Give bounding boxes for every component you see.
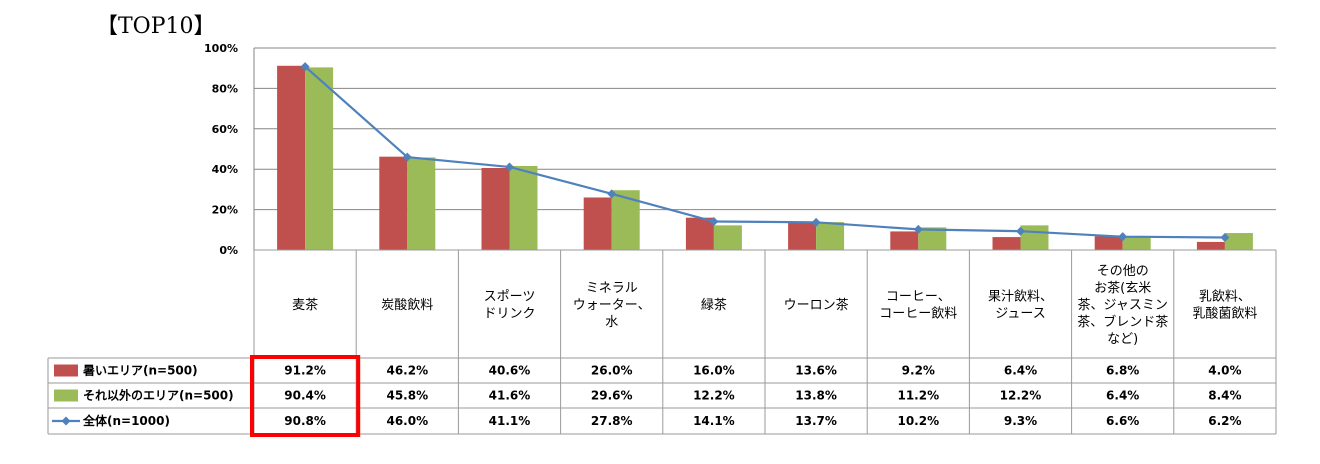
category-label: コーヒー飲料 [879, 306, 957, 322]
table-cell: 46.0% [386, 414, 428, 428]
table-cell: 12.2% [1000, 389, 1042, 403]
table-cell: 41.1% [489, 414, 531, 428]
bar [481, 167, 510, 250]
line-marker [811, 217, 821, 227]
table-cell: 8.4% [1208, 389, 1241, 403]
category-label: 乳飲料、 [1199, 289, 1251, 305]
category-label: ウーロン茶 [784, 297, 849, 313]
table-cell: 12.2% [693, 389, 735, 403]
table-cell: 16.0% [693, 364, 735, 378]
bar [509, 165, 538, 250]
category-label: 乳酸菌飲料 [1192, 306, 1257, 322]
table-cell: 41.6% [489, 389, 531, 403]
category-label: お茶(玄米 [1094, 280, 1151, 296]
table-cell: 4.0% [1208, 364, 1241, 378]
table-cell: 29.6% [591, 389, 633, 403]
chart-title: 【TOP10】 [96, 14, 216, 39]
bar [407, 157, 436, 250]
category-label: ウォーター、 [573, 298, 651, 313]
table-cell: 6.4% [1004, 364, 1037, 378]
highlight-box [250, 355, 361, 437]
bar [1094, 236, 1123, 250]
bar [305, 67, 334, 250]
line-marker [1220, 232, 1230, 242]
bar [379, 156, 408, 250]
table-cell: 9.3% [1004, 414, 1037, 428]
y-tick-label: 80% [212, 82, 238, 95]
table-cell: 10.2% [897, 414, 939, 428]
line-marker [1118, 232, 1128, 242]
table-cell: 26.0% [591, 364, 633, 378]
bar [816, 222, 845, 250]
bar [1020, 225, 1049, 250]
bar [992, 237, 1021, 250]
line-series-all [304, 65, 1225, 239]
table-cell: 6.8% [1106, 364, 1139, 378]
y-tick-label: 0% [219, 244, 238, 257]
table-cell: 6.6% [1106, 414, 1139, 428]
bar [713, 225, 742, 250]
table-cell: 90.4% [284, 389, 326, 403]
category-label: コーヒー、 [886, 290, 951, 305]
line-marker [607, 189, 617, 199]
legend-label: 全体(n=1000) [82, 413, 170, 428]
category-label: など) [1107, 332, 1138, 347]
y-tick-label: 100% [204, 42, 238, 55]
table-cell: 46.2% [386, 364, 428, 378]
bar [918, 227, 947, 250]
line-marker [300, 62, 310, 72]
category-label: その他の [1097, 264, 1149, 279]
table-cell: 13.8% [795, 389, 837, 403]
category-label: 茶、ブレンド茶 [1077, 314, 1168, 330]
category-label: 水 [605, 315, 618, 330]
legend-key-marker [61, 416, 71, 426]
category-label: 茶、ジャスミン [1078, 297, 1168, 313]
y-tick-label: 60% [212, 123, 238, 136]
line-marker [913, 224, 923, 234]
legend-label: それ以外のエリア(n=500) [83, 388, 234, 403]
bar [788, 222, 817, 250]
line-marker [402, 152, 412, 162]
bar [583, 197, 612, 250]
category-label: ジュース [995, 307, 1045, 322]
table-cell: 14.1% [693, 414, 735, 428]
category-label: 炭酸飲料 [381, 297, 433, 313]
category-label: ミネラル [586, 281, 638, 296]
table-cell: 91.2% [284, 364, 326, 378]
table-cell: 27.8% [591, 414, 633, 428]
category-label: 緑茶 [701, 297, 727, 313]
line-marker [1016, 226, 1025, 236]
y-tick-label: 40% [212, 163, 238, 176]
legend-key [54, 389, 78, 402]
category-label: 麦茶 [292, 297, 318, 313]
line-marker [709, 217, 719, 227]
table-cell: 6.4% [1106, 389, 1139, 403]
table-cell: 90.8% [284, 414, 326, 428]
category-label: ドリンク [483, 307, 535, 322]
y-tick-label: 20% [212, 204, 238, 217]
legend-label: 暑いエリア(n=500) [83, 364, 198, 378]
bar [890, 231, 919, 250]
table-cell: 9.2% [902, 364, 935, 378]
table-cell: 45.8% [386, 389, 428, 403]
table-cell: 13.7% [795, 414, 837, 428]
table-cell: 11.2% [897, 389, 939, 403]
category-label: 果汁飲料、 [988, 289, 1053, 305]
line-marker [505, 162, 514, 172]
bar [1224, 233, 1253, 250]
table-cell: 6.2% [1208, 414, 1241, 428]
category-label: スポーツ [484, 290, 536, 305]
table-cell: 13.6% [795, 364, 837, 378]
bar [1196, 241, 1225, 250]
bar [277, 65, 306, 250]
bar [1122, 237, 1151, 250]
legend-key [54, 364, 78, 377]
table-cell: 40.6% [489, 364, 531, 378]
bar [685, 217, 714, 250]
